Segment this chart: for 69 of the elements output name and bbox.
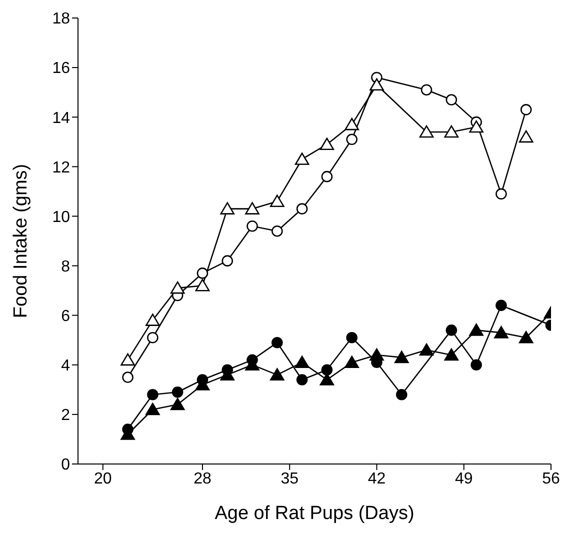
point — [344, 118, 359, 130]
point — [196, 268, 208, 279]
point — [294, 152, 310, 165]
y-tick-label: 6 — [61, 308, 70, 326]
point — [496, 188, 507, 200]
y-tick-label: 16 — [52, 60, 70, 78]
point — [469, 120, 484, 133]
point — [470, 359, 482, 371]
y-tick-label: 2 — [61, 407, 70, 424]
point — [446, 94, 458, 106]
point — [146, 402, 160, 416]
point — [518, 330, 534, 344]
y-tick-label: 18 — [52, 10, 70, 28]
point — [520, 104, 532, 116]
x-tick-label: 28 — [194, 470, 212, 488]
point — [494, 326, 508, 338]
point — [147, 332, 158, 344]
point — [496, 300, 507, 312]
point — [420, 84, 432, 96]
point — [172, 386, 184, 398]
point — [270, 368, 284, 380]
point — [346, 134, 358, 146]
x-tick-label: 42 — [368, 470, 386, 488]
point — [170, 281, 185, 294]
point — [446, 324, 458, 336]
point — [272, 336, 283, 348]
point — [344, 356, 359, 368]
point — [294, 356, 310, 368]
point — [122, 372, 134, 383]
point — [246, 220, 258, 232]
y-tick-label: 12 — [52, 159, 70, 176]
y-tick-label: 8 — [61, 258, 70, 276]
point — [296, 374, 308, 386]
y-tick-label: 10 — [52, 208, 70, 226]
x-tick-label: 35 — [280, 470, 299, 488]
point — [222, 255, 234, 266]
point — [419, 125, 434, 138]
point — [272, 225, 283, 237]
point — [147, 388, 158, 400]
point — [245, 202, 260, 214]
point — [419, 343, 434, 356]
point — [195, 278, 210, 292]
point — [518, 130, 534, 143]
y-axis-title: Food Intake (gms) — [10, 164, 32, 318]
point — [320, 373, 334, 386]
point — [396, 388, 408, 400]
point — [444, 125, 459, 138]
y-tick-label: 0 — [61, 456, 70, 474]
y-tick-label: 14 — [52, 110, 70, 127]
point — [320, 138, 334, 150]
point — [346, 332, 358, 344]
x-tick-label: 56 — [542, 470, 560, 488]
point — [296, 203, 308, 214]
point — [146, 314, 160, 326]
y-tick-label: 4 — [61, 358, 70, 375]
point — [321, 170, 333, 182]
x-tick-label: 49 — [454, 470, 473, 488]
point — [321, 364, 333, 376]
point — [370, 78, 384, 91]
point — [370, 348, 384, 361]
point — [220, 202, 235, 214]
point — [444, 348, 459, 361]
x-tick-label: 20 — [94, 470, 112, 488]
point — [469, 324, 484, 336]
point — [394, 350, 409, 364]
point — [120, 353, 135, 366]
point — [170, 398, 185, 410]
x-axis-title: Age of Rat Pups (Days) — [214, 503, 414, 524]
point — [270, 194, 284, 208]
